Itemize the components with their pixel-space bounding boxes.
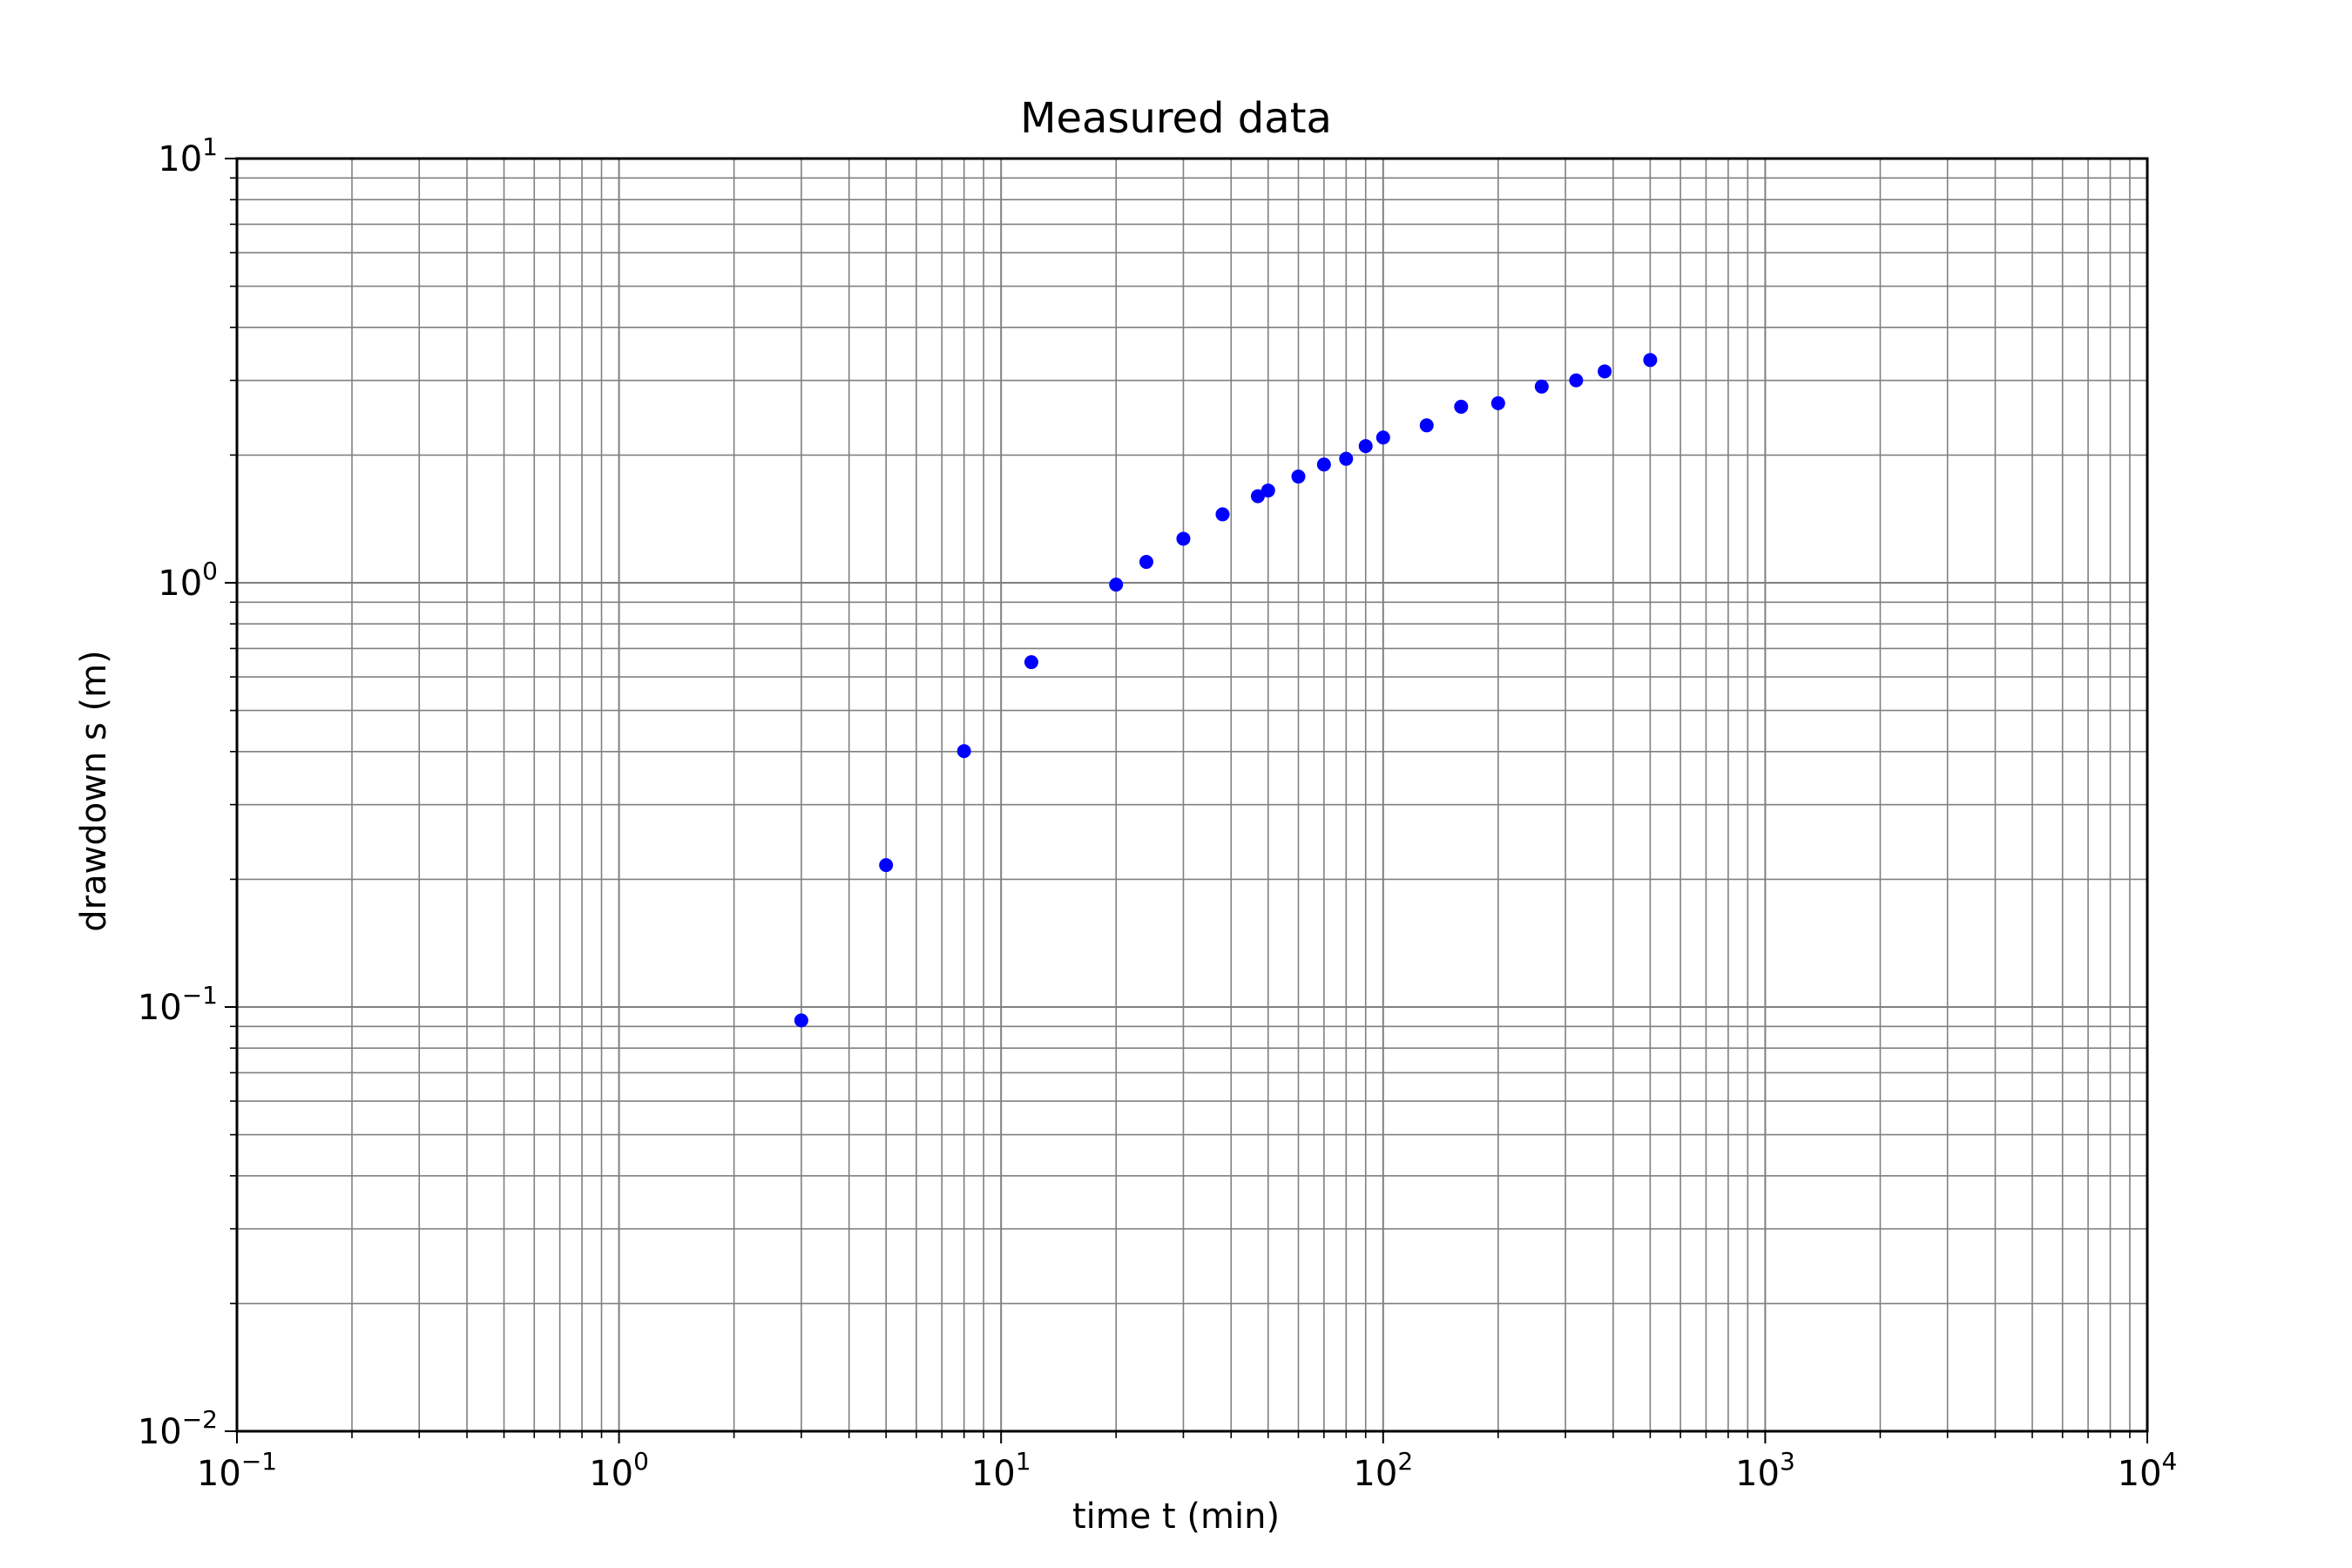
data-point [1109,578,1124,592]
data-point [1024,655,1038,670]
data-point [1419,418,1434,433]
chart-title: Measured data [1020,94,1332,143]
data-point [794,1013,808,1028]
data-point [956,744,971,759]
x-axis-label: time t (min) [1071,1497,1281,1537]
x-tick-label: 100 [589,1447,649,1494]
data-point [1260,483,1275,498]
data-point [1375,430,1390,445]
x-tick-label: 102 [1353,1447,1413,1494]
data-point [1250,489,1265,504]
x-tick-label: 104 [2118,1447,2178,1494]
data-point [1139,555,1153,570]
data-point [1339,451,1354,466]
x-tick-label: 103 [1735,1447,1795,1494]
data-point [1490,395,1505,410]
data-point [1215,507,1230,522]
data-point [1176,531,1191,546]
y-tick-label: 100 [158,557,218,604]
x-tick-label: 101 [971,1447,1031,1494]
data-point [1454,399,1469,414]
plot-frame [235,157,2149,1433]
y-axis-label: drawdown s (m) [74,650,114,932]
data-point [879,858,894,873]
data-point [1569,373,1584,388]
x-tick-label: 10−1 [197,1447,277,1494]
data-point [1598,364,1612,379]
y-tick-label: 10−1 [138,981,218,1028]
data-point [1358,439,1373,454]
data-point [1291,470,1306,484]
axis-ticks [225,158,2148,1443]
grid-lines [236,158,2148,1432]
y-tick-label: 10−2 [138,1405,218,1452]
data-point [1643,353,1658,368]
y-tick-label: 101 [158,132,218,179]
data-point [1534,379,1549,394]
data-point [1316,457,1331,472]
data-points [794,353,1658,1028]
